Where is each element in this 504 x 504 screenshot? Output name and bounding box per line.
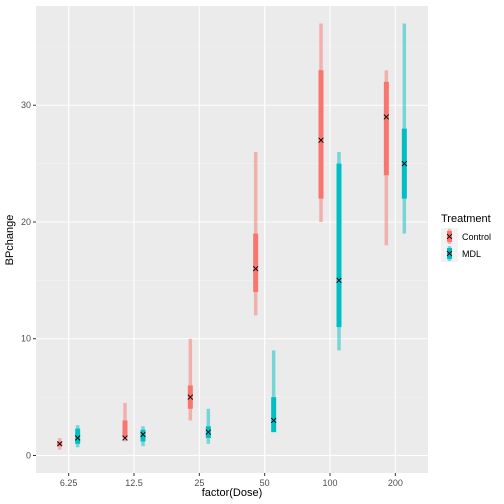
control-median-marker [383, 114, 390, 120]
y-axis-title: BPchange [4, 215, 16, 266]
x-axis-ticks: 6.25 12.5 25 50 100 200 [60, 473, 403, 488]
median-cross-stroke [187, 394, 194, 400]
x-tick-label: 12.5 [125, 478, 143, 488]
control-median-marker [252, 265, 259, 272]
median-cross-stroke [252, 265, 259, 272]
x-tick-label: 100 [322, 478, 337, 488]
median-cross-stroke [74, 435, 81, 441]
y-tick-label: 20 [21, 217, 31, 227]
legend-key-cross [446, 250, 453, 257]
x-tick-label: 25 [194, 478, 204, 488]
legend-title: Treatment [441, 213, 491, 225]
median-cross-stroke [140, 431, 146, 438]
y-tick-label: 30 [21, 100, 31, 110]
y-axis-ticks: 0 10 20 30 [21, 100, 36, 460]
mdl-median-marker [140, 431, 146, 438]
mdl-median-marker [401, 160, 408, 167]
legend-key-cross [446, 233, 453, 240]
legend-label-control: Control [462, 232, 491, 242]
median-cross-stroke [383, 114, 390, 120]
median-cross-stroke [122, 435, 128, 441]
median-cross-stroke [205, 429, 212, 435]
legend-key-control [441, 228, 458, 245]
legend: Treatment Control MDL [441, 213, 491, 262]
x-tick-label: 6.25 [60, 478, 78, 488]
control-median-marker [56, 441, 63, 447]
mdl-median-marker [74, 435, 81, 441]
legend-keys: Control MDL [441, 228, 491, 262]
interval-marks [56, 23, 408, 450]
median-cross-stroke [56, 441, 63, 447]
median-cross-stroke [336, 277, 342, 284]
mdl-median-marker [270, 417, 277, 424]
legend-label-mdl: MDL [462, 249, 481, 259]
y-tick-label: 10 [21, 334, 31, 344]
median-cross-stroke [270, 417, 277, 424]
x-axis-title: factor(Dose) [202, 487, 263, 499]
x-tick-label: 50 [260, 478, 270, 488]
mdl-median-marker [205, 429, 212, 435]
plot-panel [36, 6, 428, 473]
control-median-marker [318, 137, 324, 143]
legend-key-mdl [441, 245, 458, 262]
grid [36, 6, 428, 473]
y-tick-label: 0 [26, 450, 31, 460]
control-median-marker [187, 394, 194, 400]
mdl-median-marker [336, 277, 342, 284]
control-median-marker [122, 435, 128, 441]
x-tick-label: 200 [388, 478, 403, 488]
median-cross-stroke [318, 137, 324, 143]
median-cross-stroke [401, 160, 408, 167]
